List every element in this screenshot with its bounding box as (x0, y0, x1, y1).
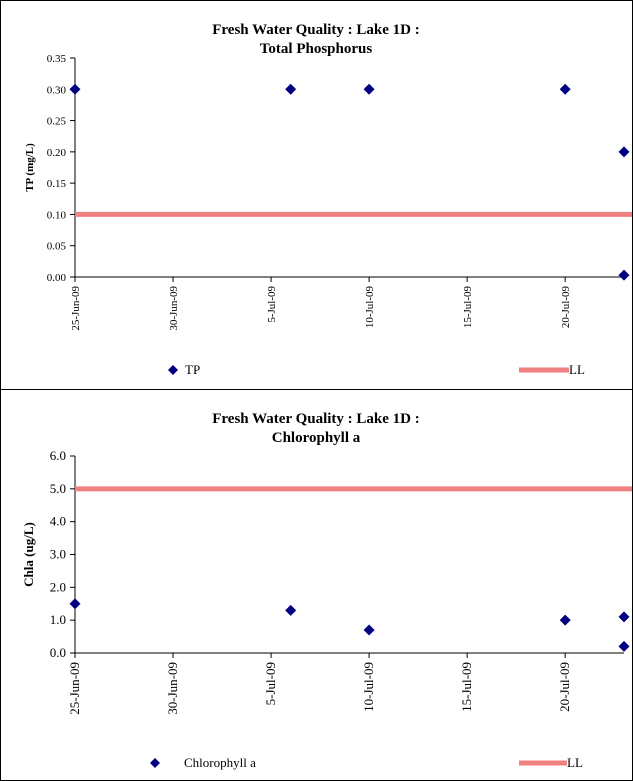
y-tick-label: 0.35 (47, 53, 67, 65)
y-tick-label: 0.05 (47, 241, 67, 253)
legend-label-ll: LL (567, 755, 583, 770)
y-tick-label: 1.0 (50, 612, 66, 627)
x-tick-label: 15-Jul-09 (462, 286, 474, 329)
x-tick-label: 20-Jul-09 (557, 662, 572, 712)
chart-title: Fresh Water Quality : Lake 1D : (212, 411, 420, 427)
legend-label-chlorophyll: Chlorophyll a (184, 755, 256, 770)
x-tick-label: 10-Jul-09 (364, 286, 376, 329)
data-point (69, 598, 81, 610)
y-tick-label: 0.20 (47, 147, 67, 159)
y-tick-label: 0.15 (47, 178, 67, 190)
chart-panel-chlorophyll: Fresh Water Quality : Lake 1D : Chlorophy… (0, 389, 633, 781)
x-tick-label: 25-Jun-09 (67, 662, 82, 715)
x-tick-label: 20-Jul-09 (560, 286, 572, 329)
legend-label-tp: TP (185, 362, 200, 377)
data-point (618, 611, 630, 623)
x-tick-label: 30-Jun-09 (165, 662, 180, 715)
y-tick-label: 0.30 (47, 84, 67, 96)
chart-subtitle: Total Phosphorus (260, 41, 373, 57)
data-point (363, 83, 375, 95)
data-point (618, 640, 630, 652)
data-point (618, 146, 630, 158)
y-tick-label: 0.10 (47, 209, 67, 221)
data-point (618, 269, 630, 281)
x-tick-label: 30-Jun-09 (168, 286, 180, 331)
data-point (559, 614, 571, 626)
y-tick-label: 2.0 (50, 579, 66, 594)
x-tick-label: 25-Jun-09 (70, 286, 82, 331)
y-tick-label: 0.00 (47, 272, 67, 284)
legend-marker-tp (168, 365, 178, 375)
y-tick-label: 5.0 (50, 481, 66, 496)
chart-panel-total-phosphorus: Fresh Water Quality : Lake 1D : Total Pho… (0, 0, 633, 391)
data-point (69, 83, 81, 95)
x-tick-label: 5-Jul-09 (263, 662, 278, 705)
data-point (285, 83, 297, 95)
chart-title: Fresh Water Quality : Lake 1D : (212, 22, 420, 38)
data-point (285, 604, 297, 616)
chart-total-phosphorus: Fresh Water Quality : Lake 1D : Total Pho… (24, 22, 632, 377)
data-point (559, 83, 571, 95)
y-tick-label: 6.0 (50, 448, 66, 463)
x-tick-label: 15-Jul-09 (459, 662, 474, 712)
y-tick-label: 4.0 (50, 514, 66, 529)
chart-subtitle: Chlorophyll a (272, 430, 361, 446)
y-axis-label: TP (mg/L) (24, 143, 36, 192)
y-axis-label: Chla (ug/L) (21, 522, 36, 587)
x-tick-label: 5-Jul-09 (266, 286, 278, 323)
data-point (363, 624, 375, 636)
y-tick-label: 3.0 (50, 547, 66, 562)
legend-marker-chlorophyll (150, 758, 160, 768)
y-tick-label: 0.25 (47, 116, 67, 128)
x-tick-label: 10-Jul-09 (361, 662, 376, 712)
chart-chlorophyll-a: Fresh Water Quality : Lake 1D : Chlorophy… (21, 411, 632, 770)
legend-label-ll: LL (569, 362, 585, 377)
y-tick-label: 0.0 (50, 645, 66, 660)
